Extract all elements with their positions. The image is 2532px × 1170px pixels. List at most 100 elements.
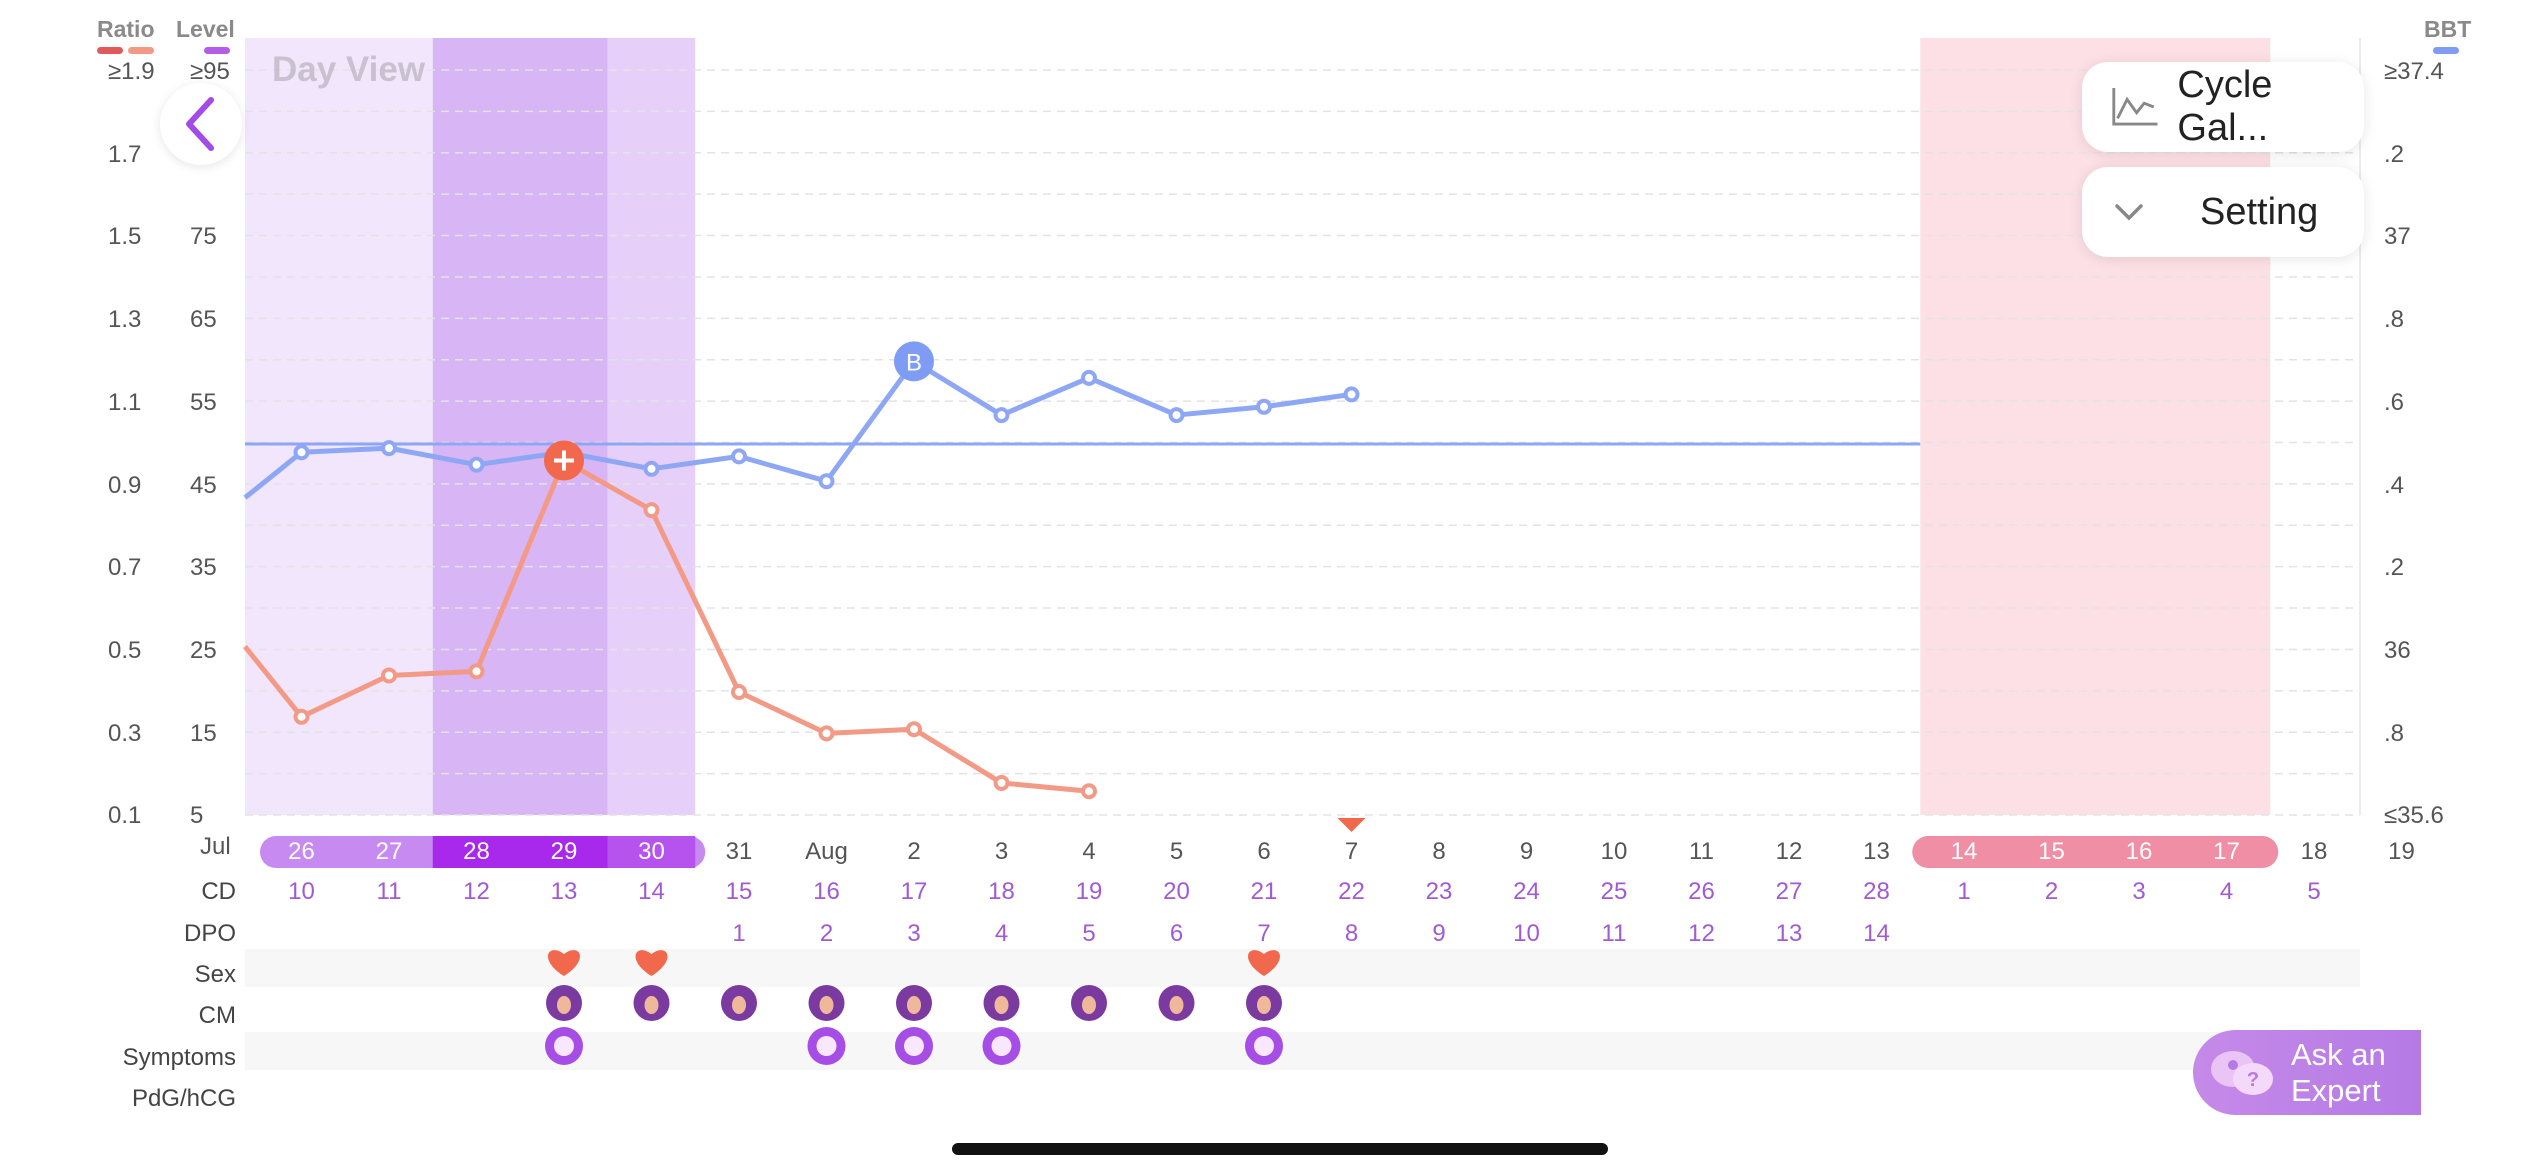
cd-cell: 13 (550, 878, 578, 905)
ratio-point (293, 708, 310, 725)
date-cell[interactable]: 9 (1519, 838, 1534, 865)
level-tick: 65 (190, 306, 217, 334)
date-cell[interactable]: 14 (1950, 838, 1978, 865)
cervical-mucus-drop (1169, 996, 1184, 1014)
date-cell[interactable]: 11 (1689, 838, 1714, 865)
ratio-point (993, 774, 1010, 791)
line-chart-icon (2112, 87, 2158, 126)
bbt-point (293, 444, 310, 461)
cervical-mucus-drop (819, 996, 834, 1014)
date-cell[interactable]: 27 (375, 838, 403, 865)
date-cell[interactable]: 31 (725, 838, 753, 865)
date-cell[interactable]: 18 (2300, 838, 2328, 865)
ratio-point (731, 684, 747, 700)
ratio-tick: 0.1 (108, 802, 142, 830)
cervical-mucus-drop (907, 996, 921, 1014)
level-tick: 35 (190, 554, 217, 582)
level-legend-label: Level (176, 16, 235, 42)
bbt-tick: ≤35.6 (2384, 802, 2444, 830)
bbt-point (993, 407, 1010, 424)
date-cell[interactable]: 3 (994, 838, 1009, 865)
heart-icon (1248, 950, 1280, 976)
peak-day-band (432, 38, 608, 815)
date-cell[interactable]: 13 (1863, 838, 1890, 865)
cd-cell: 21 (1250, 878, 1278, 905)
symptoms-row-stripe (245, 1032, 2360, 1070)
cycle-gallery-button[interactable]: Cycle Gal... (2082, 62, 2364, 152)
setting-button[interactable]: Setting (2082, 167, 2364, 257)
date-cell[interactable]: 12 (1775, 838, 1803, 865)
date-cell[interactable]: 30 (638, 838, 665, 865)
pdg-row-label: PdG/hCG (131, 1085, 236, 1112)
cd-cell: 2 (2044, 878, 2059, 905)
bbt-point (731, 448, 747, 465)
back-button[interactable] (160, 83, 242, 165)
ratio-point (1081, 783, 1097, 800)
date-cell[interactable]: 15 (2038, 838, 2065, 865)
bbt-point (818, 473, 835, 490)
date-cell[interactable]: 17 (2213, 838, 2240, 865)
bbt-point (381, 440, 397, 457)
date-cell[interactable]: 5 (1169, 838, 1184, 865)
ratio-point (643, 502, 660, 519)
bbt-tick: 37 (2384, 223, 2411, 251)
dpo-cell: 7 (1257, 920, 1271, 947)
ratio-tick: 1.1 (108, 388, 142, 416)
date-cell[interactable]: 7 (1344, 838, 1359, 865)
bbt-tick: ≥37.4 (2384, 58, 2444, 85)
date-cell[interactable]: 19 (2388, 838, 2415, 865)
chat-bubbles-icon: ? (2211, 1050, 2273, 1095)
ask-expert-button[interactable]: ? Ask an Expert (2193, 1030, 2421, 1115)
bbt-tick: .8 (2384, 719, 2405, 747)
date-cell[interactable]: 29 (550, 838, 578, 865)
cervical-mucus-drop (1257, 996, 1271, 1014)
date-cell[interactable]: 4 (1082, 838, 1096, 865)
plus-icon (554, 450, 574, 471)
svg-text:?: ? (2247, 1069, 2259, 1091)
cd-cell: 23 (1425, 878, 1453, 905)
ask-expert-line2: Expert (2291, 1072, 2381, 1108)
symptom-icon-inner (554, 1036, 574, 1056)
date-cell[interactable]: 28 (463, 838, 490, 865)
cervical-mucus-drop (644, 996, 659, 1014)
date-cell[interactable]: 10 (1600, 838, 1628, 865)
dpo-cell: 1 (732, 920, 746, 947)
bbt-tick: 36 (2384, 636, 2411, 664)
post-peak-band (607, 38, 696, 815)
cd-cell: 17 (900, 878, 928, 905)
level-tick: 25 (190, 636, 217, 664)
level-tick: 45 (190, 471, 217, 499)
cd-cell: 18 (988, 878, 1015, 905)
predicted-period-band (1920, 38, 2271, 815)
home-indicator (952, 1143, 1608, 1155)
dpo-cell: 13 (1775, 920, 1803, 947)
symptom-icon-inner (816, 1036, 837, 1056)
heart-icon (548, 950, 580, 976)
cm-row-label: CM (198, 1002, 236, 1029)
date-cell[interactable]: Aug (805, 838, 848, 865)
date-cell[interactable]: 8 (1432, 838, 1446, 865)
dpo-cell: 10 (1513, 920, 1540, 947)
dpo-row-label: DPO (183, 920, 236, 947)
cd-cell: 24 (1513, 878, 1540, 905)
cd-cell: 10 (288, 878, 315, 905)
ratio-swatch-dark (97, 47, 123, 54)
bbt-point (1168, 407, 1185, 424)
date-cell[interactable]: 6 (1257, 838, 1271, 865)
ratio-point (818, 725, 835, 742)
date-cell[interactable]: 16 (2125, 838, 2153, 865)
cd-cell: 27 (1775, 878, 1803, 905)
date-cell[interactable]: 26 (288, 838, 315, 865)
post-peak-date-pill (607, 836, 696, 868)
ratio-tick: 1.5 (108, 223, 142, 251)
level-tick: 5 (190, 802, 204, 830)
symptom-icon-inner (991, 1036, 1012, 1056)
sex-row-label: Sex (194, 961, 236, 988)
dpo-cell: 14 (1863, 920, 1890, 947)
ratio-tick: 1.7 (108, 140, 142, 168)
bbt-swatch (2433, 47, 2459, 54)
dpo-cell: 11 (1601, 920, 1627, 947)
date-cell[interactable]: 2 (907, 838, 921, 865)
cd-cell: 4 (2219, 878, 2234, 905)
cervical-mucus-drop (1082, 996, 1096, 1014)
